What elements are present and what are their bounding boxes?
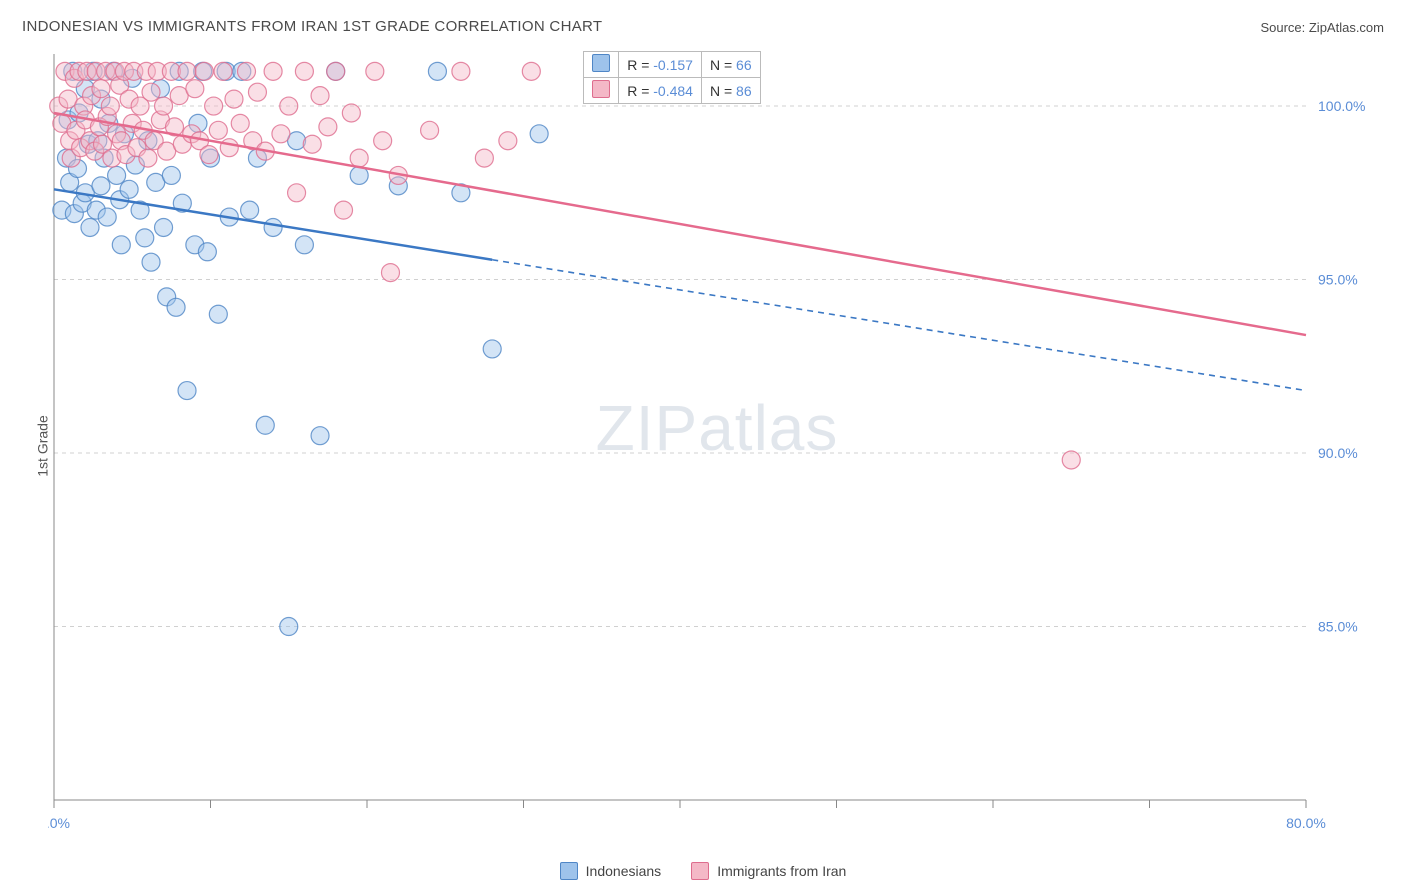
legend-label: Indonesians bbox=[586, 863, 662, 879]
source-link[interactable]: ZipAtlas.com bbox=[1309, 20, 1384, 35]
svg-text:0.0%: 0.0% bbox=[48, 815, 70, 831]
svg-text:100.0%: 100.0% bbox=[1318, 98, 1365, 114]
legend: Indonesians Immigrants from Iran bbox=[0, 862, 1406, 880]
chart-title: INDONESIAN VS IMMIGRANTS FROM IRAN 1ST G… bbox=[22, 18, 602, 35]
svg-text:80.0%: 80.0% bbox=[1286, 815, 1326, 831]
legend-swatch-icon bbox=[691, 862, 709, 880]
chart-svg: 85.0% 90.0% 95.0% 100.0% 0.0% 80.0% bbox=[48, 48, 1386, 840]
source-prefix: Source: bbox=[1260, 20, 1308, 35]
legend-label: Immigrants from Iran bbox=[717, 863, 846, 879]
legend-swatch-icon bbox=[560, 862, 578, 880]
svg-text:90.0%: 90.0% bbox=[1318, 445, 1358, 461]
plot-area: 85.0%90.0%95.0%100.0%0.0%80.0% ZIPatlas … bbox=[48, 48, 1386, 840]
svg-text:95.0%: 95.0% bbox=[1318, 272, 1358, 288]
svg-text:85.0%: 85.0% bbox=[1318, 619, 1358, 635]
correlation-stats-box: R = -0.157N = 66R = -0.484N = 86 bbox=[583, 51, 760, 104]
legend-item-iran: Immigrants from Iran bbox=[691, 862, 846, 880]
legend-item-indonesians: Indonesians bbox=[560, 862, 662, 880]
source-attribution: Source: ZipAtlas.com bbox=[1260, 20, 1384, 35]
